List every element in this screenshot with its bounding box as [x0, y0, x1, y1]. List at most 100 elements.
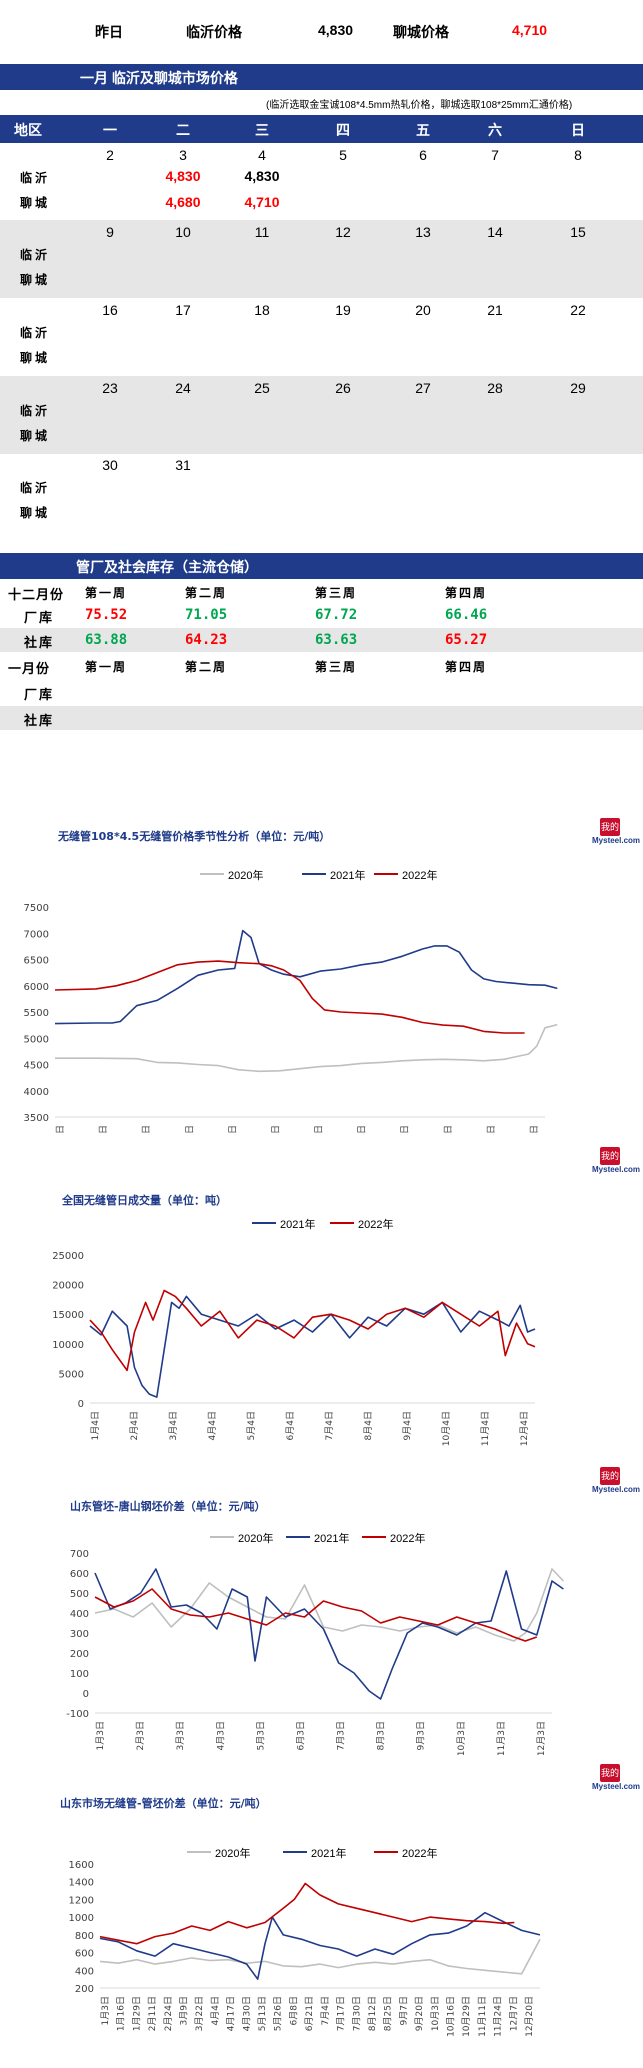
logo-mark: 我的钢铁 [600, 1467, 620, 1499]
chart-svg-2: -100 0 100 200 300 400 500 600 700 1月3日 2月3日 3月3日 4月… [66, 1549, 564, 1755]
y-tick-label: 25000 [52, 1251, 84, 1262]
y-tick-label: 0 [78, 1399, 84, 1410]
series-line-2021年 [54, 929, 558, 1025]
inventory-week-label: 第三周 [315, 660, 358, 674]
inventory-row-label: 厂库 [24, 611, 55, 626]
legend-label: 2020年 [215, 1848, 251, 1860]
inventory-value: 66.46 [445, 607, 488, 623]
logo-text: Mysteel.com [592, 1485, 641, 1494]
x-tick-label: 4月2日 [184, 1125, 195, 1135]
x-tick-label: 12月4日 [519, 1411, 530, 1446]
x-tick-label: 2月24日 [163, 1996, 174, 2031]
x-tick-label: 5月3日 [255, 1721, 266, 1750]
series-line-2021年 [94, 1568, 564, 1700]
x-tick-label: 6月2日 [270, 1125, 281, 1135]
x-tick-label: 10月4日 [441, 1411, 452, 1446]
x-tick-label: 5月4日 [246, 1411, 257, 1440]
y-tick-label: 200 [75, 1984, 94, 1995]
y-tick-label: 15000 [52, 1310, 84, 1321]
legend-label: 2020年 [228, 870, 264, 882]
day-7: 7 [491, 147, 499, 163]
x-tick-label: 4月30日 [241, 1996, 252, 2031]
chart-title: 无缝管108*4.5无缝管价格季节性分析（单位：元/吨） [58, 830, 331, 843]
y-tick-label: 5000 [24, 1034, 49, 1045]
x-tick-label: 8月4日 [363, 1411, 374, 1440]
series-line-2022年 [54, 960, 525, 1034]
day-18: 18 [254, 302, 270, 318]
inventory-value: 75.52 [85, 607, 128, 623]
legend-swatch [210, 1536, 234, 1538]
inventory-row-label: 厂库 [24, 688, 55, 703]
inventory-value: 67.72 [315, 607, 358, 623]
city-liaocheng: 聊城 [20, 196, 51, 210]
day-31: 31 [175, 457, 191, 473]
week-bg-1 [0, 220, 643, 298]
legend-label: 2022年 [390, 1533, 426, 1545]
legend-swatch [286, 1536, 310, 1538]
x-tick-label: 8月2日 [357, 1125, 368, 1135]
legend-label: 2020年 [238, 1533, 274, 1545]
y-tick-label: 1400 [69, 1878, 94, 1889]
y-tick-label: 400 [75, 1966, 94, 1977]
inventory-week-label: 第一周 [85, 660, 128, 674]
x-tick-label: 6月8日 [288, 1996, 299, 2025]
inventory-week-label: 第四周 [445, 586, 488, 600]
legend-swatch [252, 1222, 276, 1224]
day-19: 19 [335, 302, 351, 318]
x-tick-label: 5月13日 [257, 1996, 268, 2031]
x-tick-label: 4月4日 [207, 1411, 218, 1440]
x-tick-label: 3月9日 [179, 1996, 190, 2025]
mysteel-logo: 我的钢铁 Mysteel.com [592, 1147, 640, 1179]
mysteel-logo: 我的钢铁 Mysteel.com [592, 1467, 640, 1499]
inventory-title: 管厂及社会库存（主流仓储） [76, 559, 258, 575]
x-tick-label: 3月22日 [194, 1996, 205, 2031]
series-line-2021年 [89, 1295, 536, 1398]
day-21: 21 [487, 302, 503, 318]
day-20: 20 [415, 302, 431, 318]
logo-text: Mysteel.com [592, 1782, 641, 1791]
x-tick-label: 10月2日 [443, 1125, 454, 1135]
liaocheng-price: 4,680 [165, 194, 201, 210]
x-tick-label: 11月4日 [480, 1411, 491, 1446]
y-tick-label: 3500 [24, 1113, 49, 1124]
x-tick-label: 3月3日 [175, 1721, 186, 1750]
y-tick-label: 7000 [24, 929, 49, 940]
linyi-price: 4,830 [244, 168, 280, 184]
day-29: 29 [570, 380, 586, 396]
legend-swatch [362, 1536, 386, 1538]
city-linyi: 临沂 [20, 481, 51, 495]
x-tick-label: 9月4日 [402, 1411, 413, 1440]
legend-swatch [374, 1851, 398, 1853]
x-tick-label: 12月7日 [508, 1996, 519, 2031]
inventory-row-bg [0, 628, 643, 652]
day-10: 10 [175, 224, 191, 240]
x-tick-label: 9月3日 [416, 1721, 427, 1750]
x-tick-label: 6月4日 [285, 1411, 296, 1440]
legend-swatch [283, 1851, 307, 1853]
series-line-2020年 [55, 1023, 558, 1073]
logo-mark: 我的钢铁 [600, 1147, 620, 1179]
day-5: 5 [339, 147, 347, 163]
inventory-row-label: 社库 [24, 714, 55, 729]
mysteel-logo: 我的钢铁 Mysteel.com [592, 818, 640, 850]
legend-label: 2022年 [358, 1219, 394, 1231]
x-tick-label: 2月11日 [147, 1996, 158, 2031]
x-tick-label: 7月3日 [336, 1721, 347, 1750]
week-bg-3 [0, 376, 643, 454]
y-tick-label: 10000 [52, 1340, 84, 1351]
day-11: 11 [254, 224, 270, 240]
x-tick-label: 7月17日 [336, 1996, 347, 2031]
day-2: 2 [106, 147, 114, 163]
inventory-week-label: 第三周 [315, 586, 358, 600]
inventory-value: 63.63 [315, 632, 358, 648]
inventory-value: 63.88 [85, 632, 128, 648]
x-tick-label: 12月2日 [529, 1125, 540, 1135]
market-title-bar: 一月 临沂及聊城市场价格 [0, 64, 643, 90]
x-tick-label: 9月20日 [414, 1996, 425, 2031]
series-line-2022年 [89, 1289, 536, 1372]
market-header-row [0, 115, 643, 143]
header-2: 二 [176, 122, 190, 138]
x-tick-label: 1月3日 [95, 1721, 106, 1750]
x-tick-label: 9月7日 [398, 1996, 409, 2025]
y-tick-label: -100 [66, 1709, 89, 1720]
